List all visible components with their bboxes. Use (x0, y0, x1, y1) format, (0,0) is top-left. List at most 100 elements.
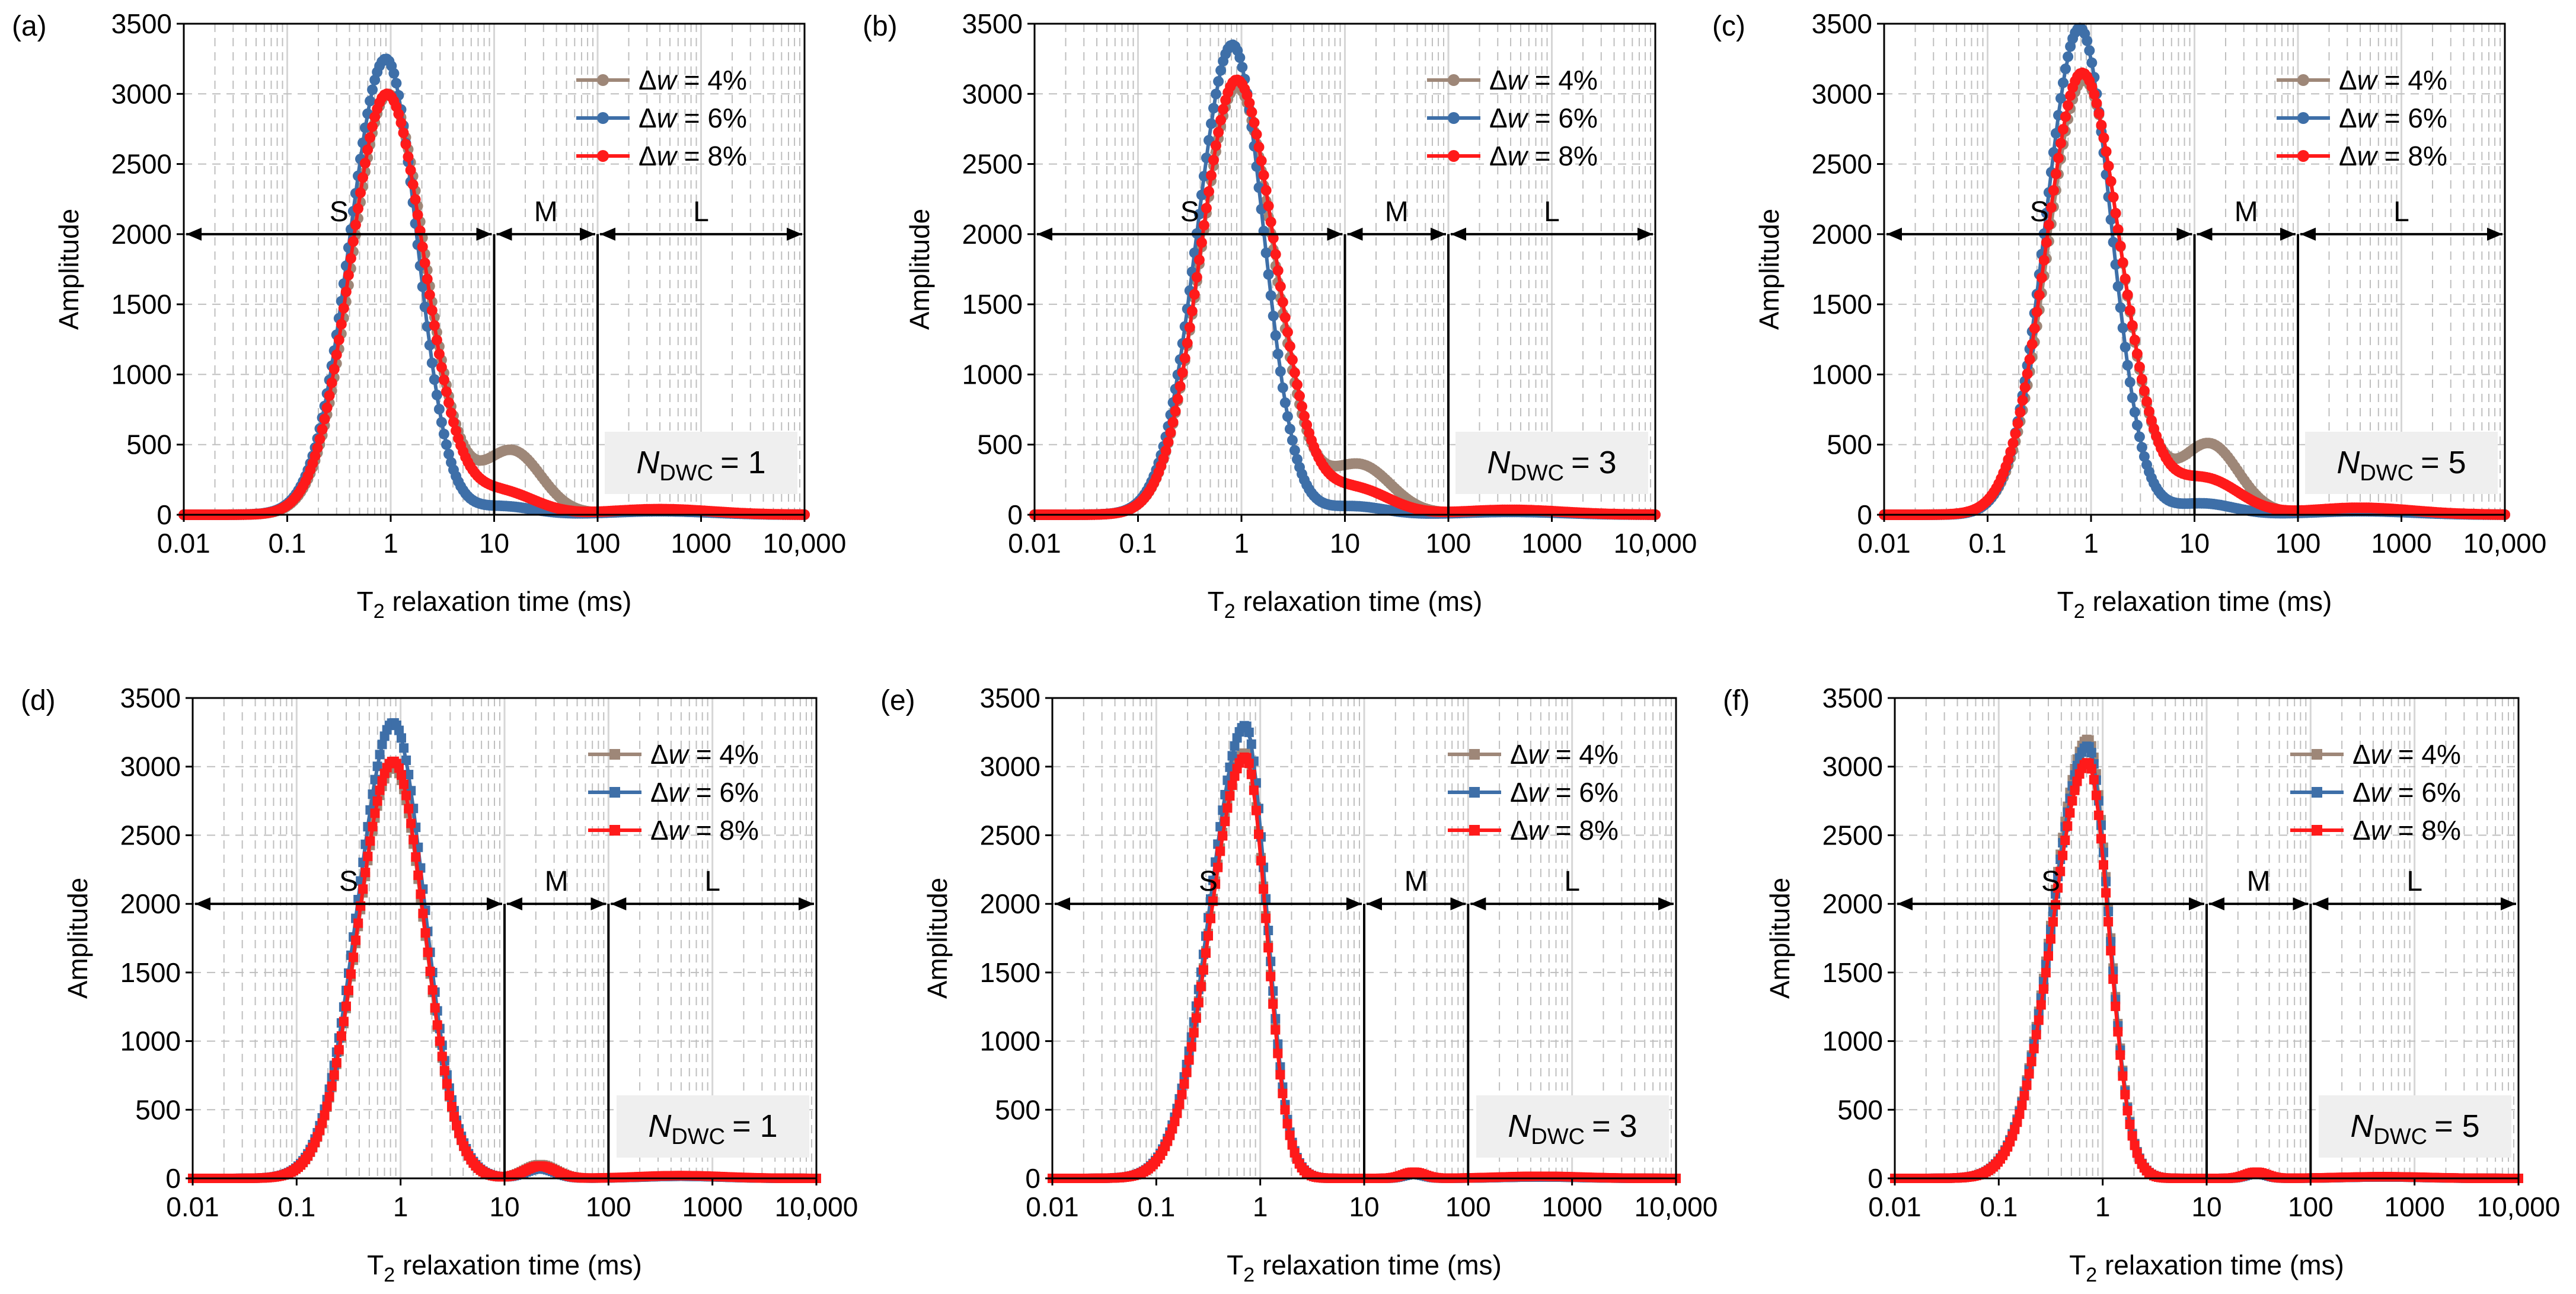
data-point-dw8 (365, 836, 375, 846)
data-point-dw6 (375, 750, 385, 760)
data-point-dw6 (2058, 77, 2069, 88)
data-point-dw8 (336, 1031, 346, 1041)
legend-rest: = 8% (1527, 141, 1598, 171)
x-axis-title-main: T (367, 1250, 384, 1280)
ndwc-symbol: N (1508, 1108, 1531, 1144)
data-point-dw8 (339, 1016, 349, 1027)
legend-variable: w (1528, 815, 1550, 846)
data-point-dw8 (1186, 305, 1198, 317)
data-point-dw6 (1268, 310, 1279, 321)
y-tick-label: 1000 (962, 359, 1023, 390)
legend-variable: w (669, 777, 690, 808)
data-point-dw8 (2029, 323, 2040, 334)
data-point-dw8 (1208, 154, 1219, 165)
y-axis-title: Amplitude (1754, 209, 1785, 330)
data-point-dw8 (360, 158, 371, 169)
legend-prefix: Δ (2339, 141, 2357, 171)
y-tick-label: 1500 (1812, 289, 1872, 320)
data-point-dw8 (346, 969, 356, 979)
legend-marker-dw8 (609, 825, 620, 836)
data-point-dw6 (436, 417, 447, 428)
y-tick-label: 1500 (111, 289, 172, 320)
data-point-dw6 (404, 770, 414, 780)
data-point-dw8 (1198, 219, 1209, 231)
data-point-dw8 (2065, 90, 2076, 101)
data-point-dw8 (439, 1066, 449, 1076)
x-tick-label: 1 (383, 528, 398, 559)
x-tick-label: 0.01 (157, 528, 210, 559)
y-tick-label: 500 (977, 429, 1023, 460)
x-axis-title-rest: relaxation time (ms) (1236, 586, 1483, 617)
data-point-dw8 (1263, 200, 1274, 212)
x-tick-label: 1000 (1541, 1191, 1602, 1222)
region-label-S: S (339, 866, 358, 897)
data-point-dw8 (338, 302, 349, 314)
y-tick-label: 1500 (980, 957, 1040, 988)
legend-marker-dw4 (2297, 74, 2309, 86)
data-point-dw8 (327, 1081, 337, 1091)
data-point-dw8 (324, 1092, 334, 1102)
data-point-dw8 (432, 1020, 442, 1030)
data-point-dw8 (407, 179, 419, 190)
data-point-dw8 (1246, 107, 1257, 118)
data-point-dw8 (1263, 943, 1273, 953)
y-axis-title: Amplitude (922, 878, 953, 999)
data-point-dw8 (423, 947, 433, 957)
data-point-dw8 (1249, 785, 1259, 795)
data-point-dw6 (443, 448, 454, 460)
legend-marker-dw8 (1448, 150, 1460, 162)
data-point-dw8 (343, 269, 354, 281)
ndwc-annotation: NDWC = 1 (617, 1095, 809, 1158)
legend-marker-dw6 (597, 112, 609, 124)
data-point-dw8 (312, 442, 323, 454)
data-point-dw8 (375, 785, 385, 795)
data-point-dw8 (363, 852, 373, 862)
data-point-dw8 (1275, 1070, 1285, 1080)
data-point-dw8 (1184, 322, 1195, 333)
data-point-dw8 (314, 434, 325, 445)
x-axis-title-sub: 2 (1243, 1264, 1255, 1286)
x-axis-title-sub: 2 (2074, 600, 2085, 623)
legend-variable: w (2357, 141, 2379, 171)
data-point-dw8 (2089, 88, 2100, 100)
data-point-dw8 (358, 884, 368, 894)
legend-rest: = 6% (688, 777, 759, 808)
data-point-dw8 (2108, 192, 2119, 203)
x-axis-title-sub: 2 (384, 1264, 395, 1286)
data-point-dw8 (2036, 272, 2047, 283)
x-axis-title: T2 relaxation time (ms) (1208, 586, 1483, 623)
data-point-dw6 (372, 761, 382, 772)
data-point-dw6 (2117, 322, 2128, 333)
data-point-dw8 (2024, 354, 2035, 365)
data-point-dw8 (2110, 208, 2121, 219)
x-tick-label: 10,000 (763, 528, 847, 559)
legend-prefix: Δ (650, 815, 669, 846)
y-tick-label: 500 (126, 429, 172, 460)
ndwc-label: NDWC = 1 (636, 445, 765, 486)
data-point-dw8 (2053, 152, 2064, 164)
data-point-dw8 (435, 1036, 445, 1046)
x-tick-label: 0.1 (1137, 1191, 1175, 1222)
x-axis-title-main: T (1208, 586, 1224, 617)
data-point-dw6 (1287, 435, 1298, 446)
data-point-dw6 (1284, 423, 1295, 435)
ndwc-subscript: DWC (2360, 461, 2414, 486)
y-tick-label: 3500 (111, 8, 172, 39)
data-point-dw8 (436, 362, 447, 373)
data-point-dw8 (329, 1070, 339, 1080)
data-point-dw8 (350, 219, 361, 231)
data-point-dw8 (447, 1102, 457, 1111)
data-point-dw8 (417, 241, 428, 253)
data-point-dw8 (431, 334, 442, 346)
data-point-dw8 (365, 132, 376, 143)
region-label-M: M (545, 866, 569, 897)
data-point-dw8 (1251, 805, 1261, 815)
data-point-dw8 (413, 870, 423, 880)
x-axis-title-rest: relaxation time (ms) (395, 1250, 642, 1280)
y-tick-label: 1000 (1812, 359, 1872, 390)
y-axis-title: Amplitude (904, 209, 935, 330)
y-tick-label: 0 (165, 1163, 181, 1194)
data-point-dw6 (1206, 118, 1217, 129)
x-tick-label: 10 (2179, 528, 2210, 559)
data-point-dw8 (2124, 305, 2136, 316)
